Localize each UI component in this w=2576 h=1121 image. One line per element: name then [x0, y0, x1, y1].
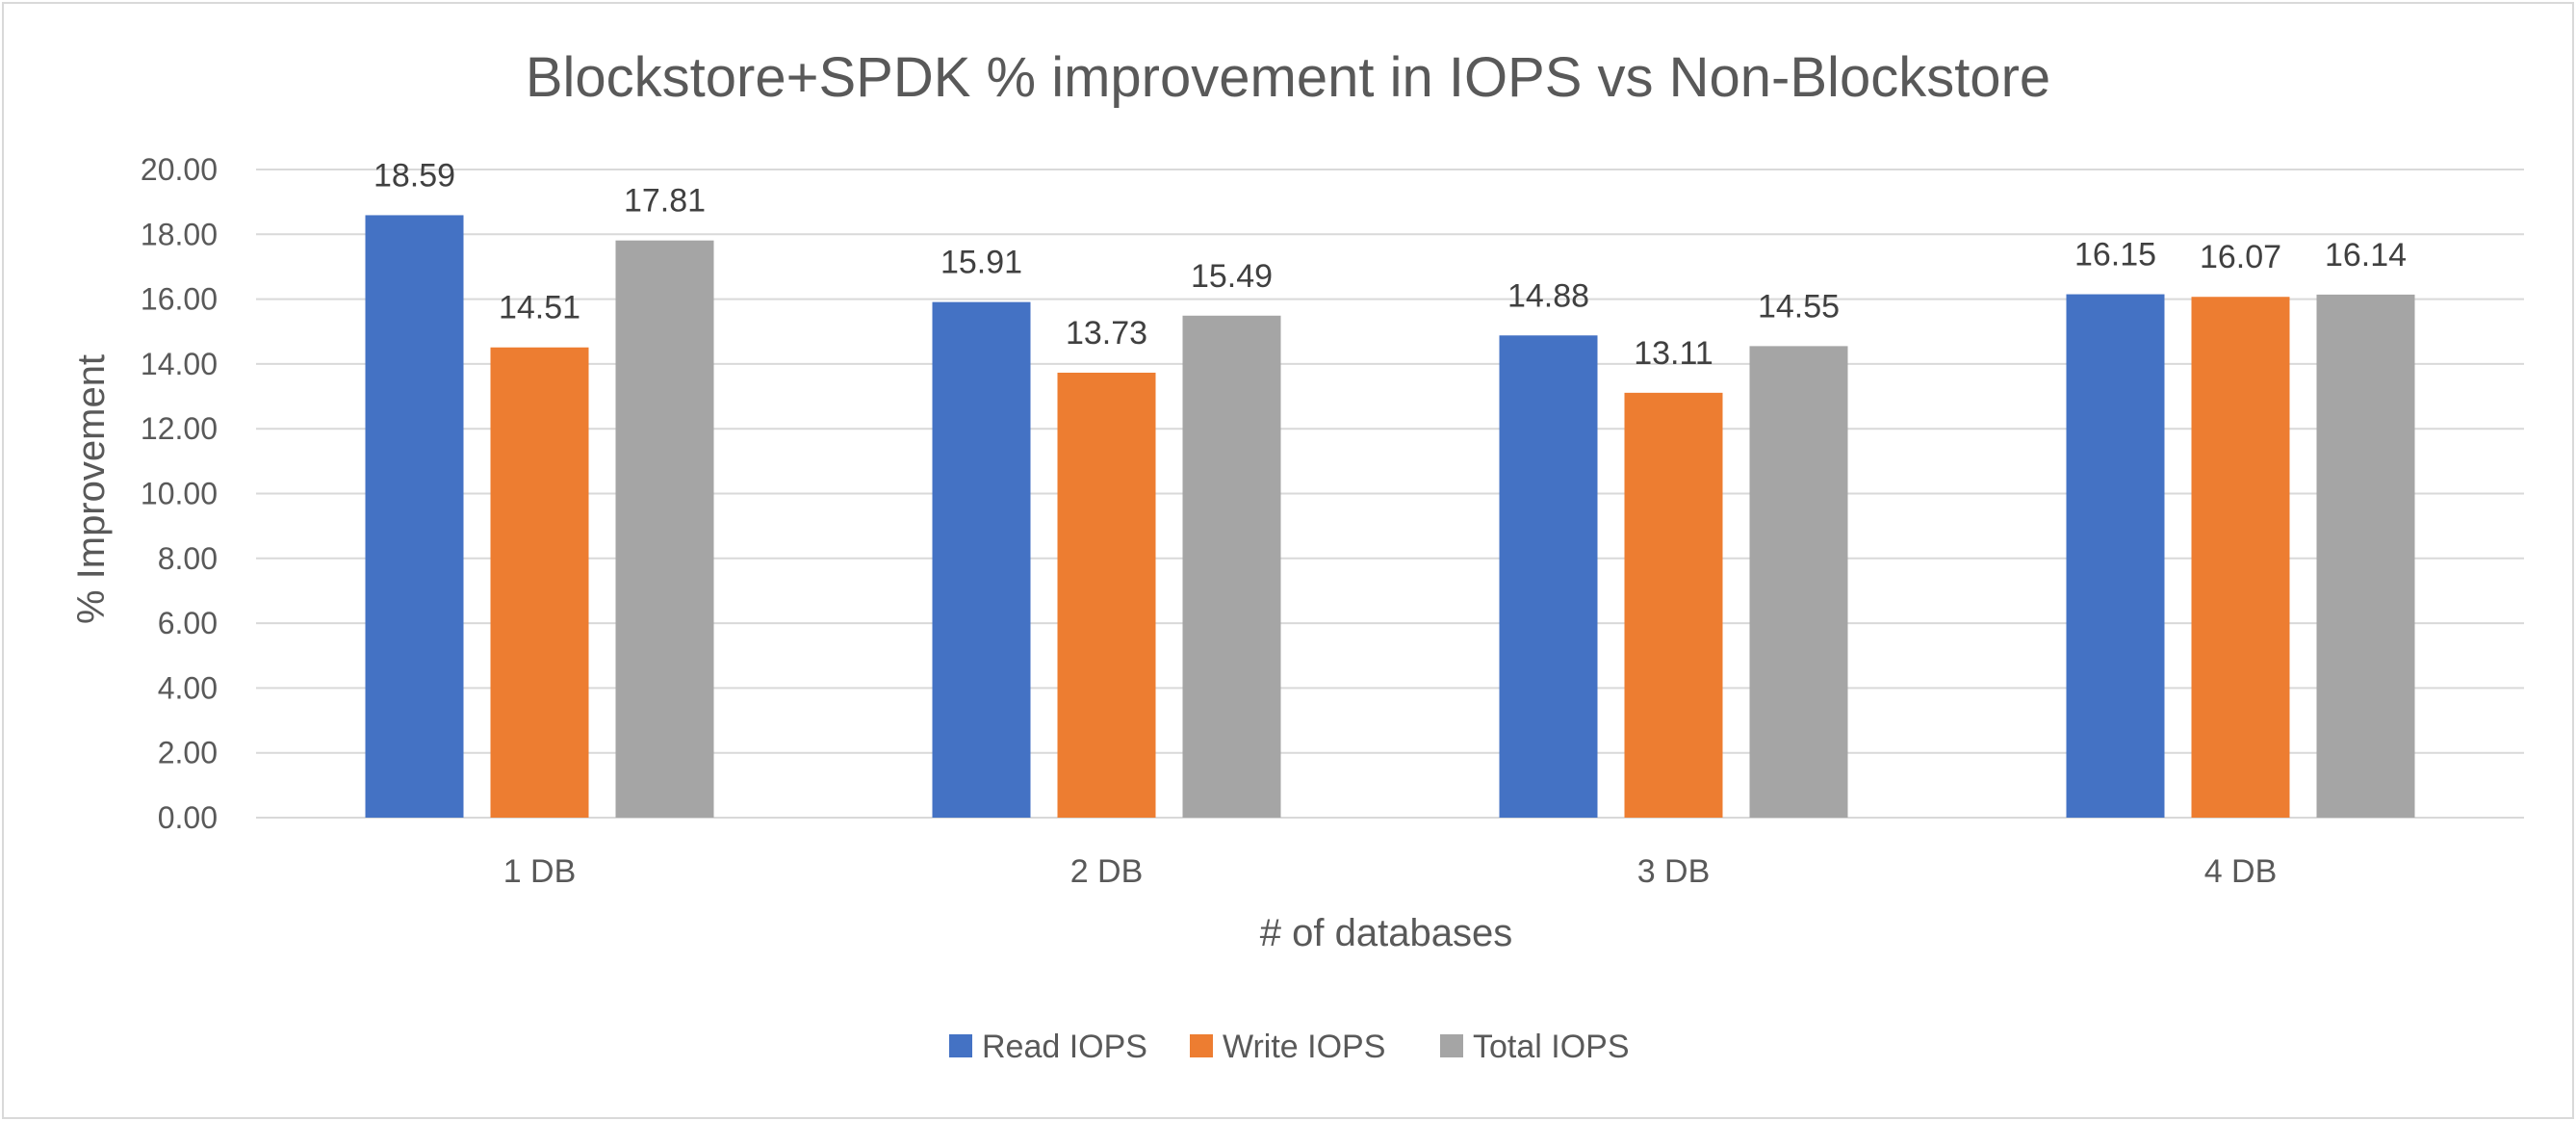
y-tick-label: 10.00 — [141, 477, 218, 511]
y-tick-label: 18.00 — [141, 217, 218, 251]
data-label: 16.14 — [2325, 237, 2407, 274]
data-label: 13.11 — [1634, 335, 1713, 372]
x-category-label: 4 DB — [2204, 853, 2278, 890]
data-labels: 18.59 14.51 17.81 15.91 13.73 15.49 14.88 13.11… — [374, 157, 2407, 371]
bar — [2191, 297, 2290, 818]
y-axis-title: % Improvement — [70, 354, 113, 624]
bar — [490, 347, 589, 818]
bar — [2066, 294, 2165, 818]
legend-label: Write IOPS — [1223, 1029, 1385, 1065]
bar — [365, 215, 464, 818]
x-category-label: 2 DB — [1070, 853, 1144, 890]
y-tick-label: 16.00 — [141, 282, 218, 317]
x-category-label: 3 DB — [1637, 853, 1711, 890]
bars — [365, 215, 2415, 819]
y-tick-label: 8.00 — [158, 541, 218, 576]
legend-label: Read IOPS — [982, 1029, 1147, 1065]
data-label: 17.81 — [624, 183, 706, 220]
data-label: 16.15 — [2074, 237, 2156, 274]
chart-title: Blockstore+SPDK % improvement in IOPS vs… — [526, 46, 2050, 109]
bar — [932, 301, 1031, 818]
bar — [1182, 315, 1281, 819]
data-label: 15.49 — [1191, 258, 1273, 295]
bar — [615, 240, 714, 819]
bar — [1499, 335, 1598, 818]
bar — [1749, 346, 1848, 818]
data-label: 14.88 — [1507, 277, 1589, 314]
data-label: 15.91 — [940, 245, 1022, 281]
x-axis-title: # of databases — [1260, 912, 1512, 954]
x-category-label: 1 DB — [503, 853, 577, 890]
y-tick-label: 20.00 — [141, 152, 218, 187]
data-label: 14.55 — [1758, 288, 1840, 325]
y-axis-ticks: 0.00 2.00 4.00 6.00 8.00 10.00 12.00 14.00 16.00… — [141, 152, 218, 835]
data-label: 13.73 — [1066, 315, 1147, 352]
data-label: 18.59 — [374, 157, 455, 194]
y-tick-label: 4.00 — [158, 670, 218, 705]
bar — [1057, 372, 1156, 818]
legend-swatch — [1190, 1034, 1213, 1057]
y-tick-label: 12.00 — [141, 411, 218, 446]
x-axis-categories: 1 DB 2 DB 3 DB 4 DB — [503, 853, 2278, 890]
data-label: 16.07 — [2200, 239, 2281, 275]
bar — [1624, 392, 1723, 818]
y-tick-label: 6.00 — [158, 606, 218, 640]
y-tick-label: 14.00 — [141, 347, 218, 381]
legend-swatch — [1440, 1034, 1463, 1057]
legend: Read IOPS Write IOPS Total IOPS — [949, 1029, 1630, 1065]
y-tick-label: 2.00 — [158, 736, 218, 770]
data-label: 14.51 — [499, 290, 580, 326]
legend-swatch — [949, 1034, 972, 1057]
y-tick-label: 0.00 — [158, 800, 218, 835]
bar-chart: Blockstore+SPDK % improvement in IOPS vs… — [70, 46, 2524, 1065]
legend-label: Total IOPS — [1473, 1029, 1630, 1065]
bar — [2316, 294, 2415, 818]
gridlines — [256, 169, 2524, 819]
